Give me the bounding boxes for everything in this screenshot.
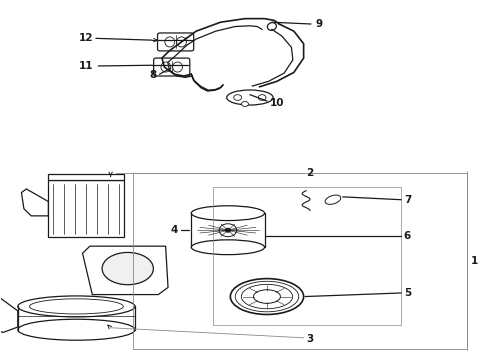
Ellipse shape	[235, 281, 299, 312]
Ellipse shape	[18, 296, 135, 317]
Polygon shape	[82, 246, 168, 294]
Text: 8: 8	[150, 70, 157, 80]
Ellipse shape	[29, 299, 123, 314]
Text: 11: 11	[79, 61, 94, 71]
Circle shape	[242, 102, 248, 107]
Ellipse shape	[227, 90, 273, 105]
Bar	[49, 180, 124, 237]
Ellipse shape	[191, 206, 265, 221]
Text: 12: 12	[79, 33, 94, 43]
Polygon shape	[0, 295, 18, 332]
Text: 2: 2	[306, 168, 313, 178]
Ellipse shape	[18, 319, 135, 340]
Text: 7: 7	[404, 195, 411, 205]
Ellipse shape	[230, 279, 304, 315]
Ellipse shape	[102, 252, 153, 285]
Circle shape	[225, 228, 231, 232]
Circle shape	[258, 95, 266, 100]
Text: 4: 4	[171, 225, 178, 235]
Ellipse shape	[176, 37, 186, 47]
Ellipse shape	[253, 290, 280, 303]
Text: 6: 6	[404, 231, 411, 240]
Text: 5: 5	[404, 288, 411, 298]
Ellipse shape	[242, 284, 293, 309]
Ellipse shape	[161, 62, 171, 72]
Ellipse shape	[165, 37, 174, 47]
Ellipse shape	[191, 240, 265, 255]
FancyBboxPatch shape	[154, 58, 190, 76]
Circle shape	[234, 95, 242, 100]
Ellipse shape	[172, 62, 182, 72]
FancyBboxPatch shape	[158, 33, 194, 51]
Polygon shape	[22, 189, 49, 216]
Text: 10: 10	[270, 98, 284, 108]
Text: 9: 9	[316, 19, 323, 30]
Ellipse shape	[268, 23, 276, 30]
Text: 3: 3	[306, 333, 313, 343]
Text: 1: 1	[471, 256, 478, 266]
Bar	[49, 174, 124, 180]
Circle shape	[219, 224, 237, 237]
Ellipse shape	[325, 195, 341, 204]
